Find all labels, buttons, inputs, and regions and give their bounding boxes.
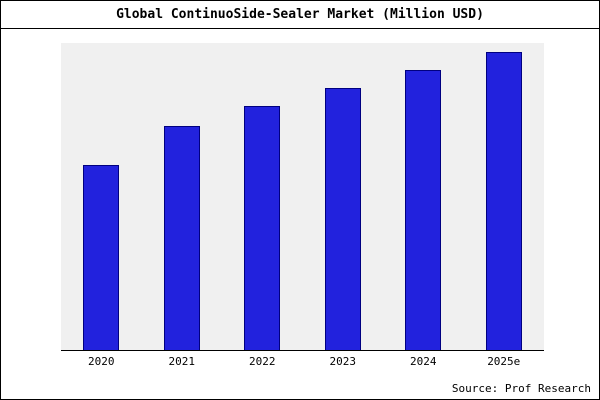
- x-tick-label-2024: 2024: [410, 355, 437, 368]
- bar-2025e: [485, 51, 522, 350]
- bar-slot-2022: [222, 43, 303, 350]
- x-tick-label-2021: 2021: [168, 355, 196, 368]
- bar-2024: [405, 69, 442, 350]
- chart-title: Global ContinuoSide-Sealer Market (Milli…: [1, 1, 599, 29]
- bar-slot-2025e: [464, 43, 545, 350]
- bar-2021: [163, 126, 200, 350]
- plot-area: [61, 43, 544, 351]
- x-tick-label-2023: 2023: [329, 355, 357, 368]
- x-axis-labels: 2020 2021 2022 2023 2024 2025e: [61, 351, 544, 368]
- x-tick-label-2022: 2022: [249, 355, 276, 368]
- bar-slot-2021: [142, 43, 223, 350]
- bar-slot-2024: [383, 43, 464, 350]
- bar-2022: [244, 105, 281, 350]
- x-tick-label-2020: 2020: [88, 355, 115, 368]
- x-tick-label-2025e: 2025e: [487, 355, 521, 368]
- bar-slot-2020: [61, 43, 142, 350]
- bar-slot-2023: [303, 43, 384, 350]
- bar-2020: [83, 165, 120, 350]
- bar-2023: [324, 87, 361, 350]
- source-text: Source: Prof Research: [451, 382, 591, 395]
